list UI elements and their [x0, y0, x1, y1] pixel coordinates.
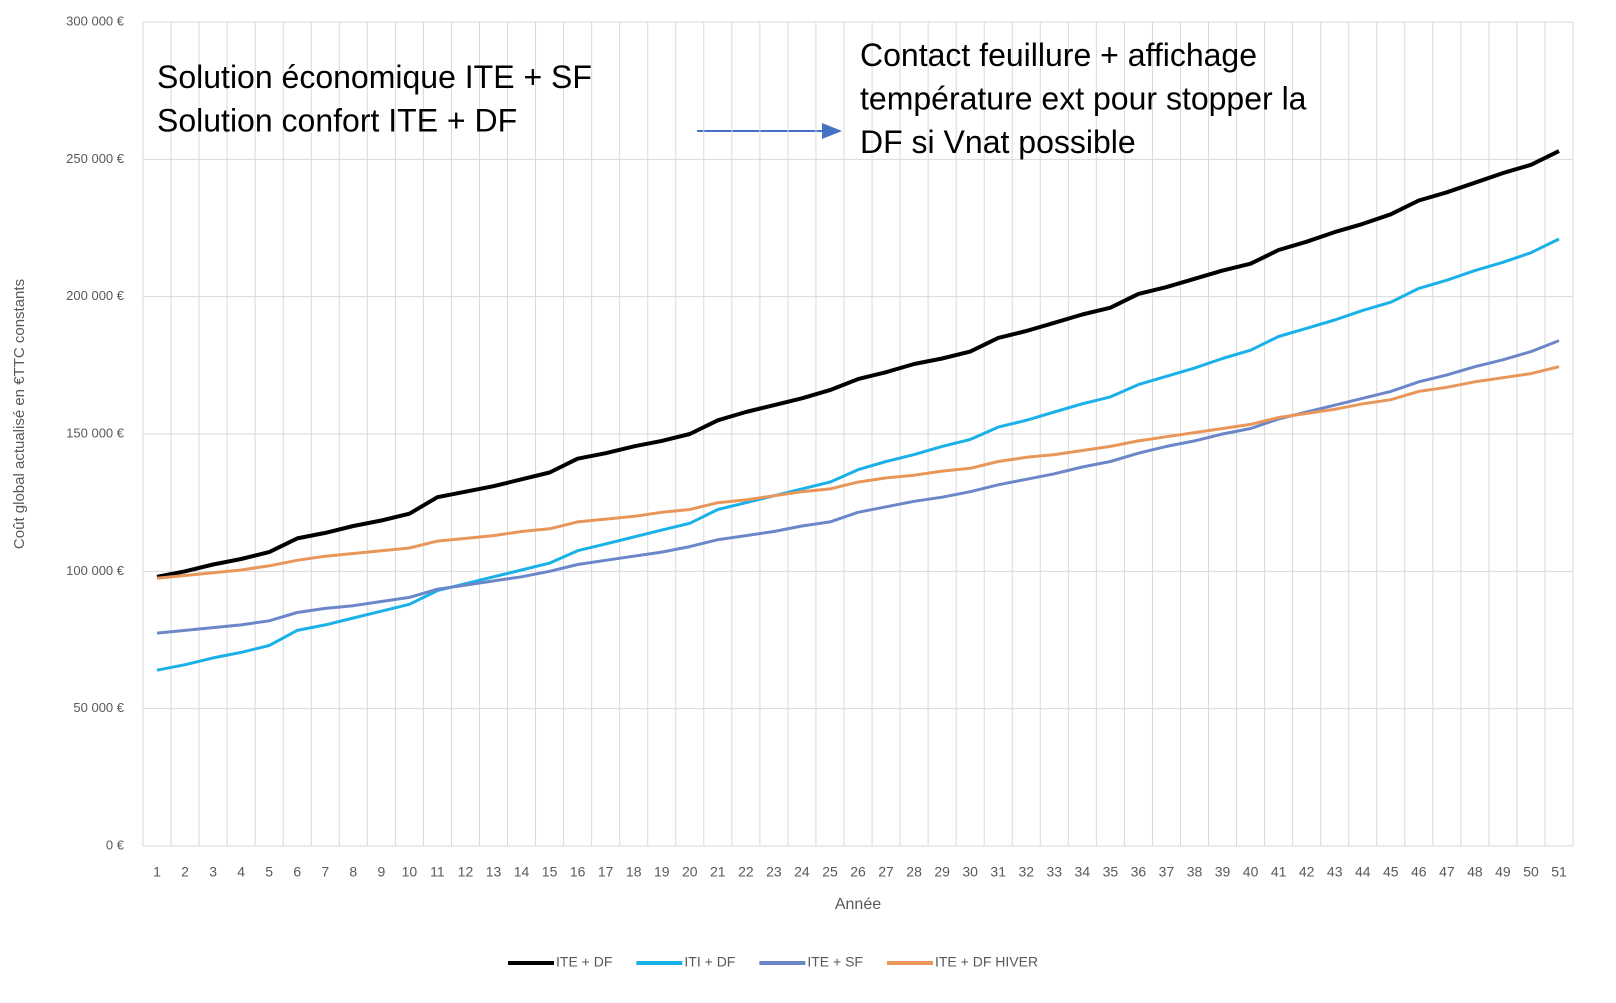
y-tick-label: 250 000 €	[66, 151, 125, 166]
x-tick-label: 48	[1467, 864, 1483, 880]
x-tick-label: 30	[962, 864, 978, 880]
x-tick-label: 21	[710, 864, 726, 880]
x-tick-label: 6	[293, 864, 301, 880]
x-tick-label: 49	[1495, 864, 1511, 880]
x-tick-label: 16	[570, 864, 586, 880]
y-tick-label: 100 000 €	[66, 563, 125, 578]
x-tick-label: 46	[1411, 864, 1427, 880]
x-tick-label: 47	[1439, 864, 1455, 880]
legend-label: ITE + DF	[556, 954, 612, 970]
x-tick-label: 41	[1271, 864, 1287, 880]
x-tick-label: 17	[598, 864, 614, 880]
x-tick-label: 13	[486, 864, 502, 880]
x-tick-label: 22	[738, 864, 754, 880]
x-tick-label: 5	[265, 864, 273, 880]
annotation: Contact feuillure + affichage	[860, 37, 1257, 73]
y-tick-label: 50 000 €	[73, 700, 124, 715]
x-tick-label: 28	[906, 864, 922, 880]
series-line	[156, 149, 1560, 579]
annotation: DF si Vnat possible	[860, 124, 1136, 160]
x-tick-label: 27	[878, 864, 894, 880]
x-tick-label: 19	[654, 864, 670, 880]
x-tick-label: 35	[1103, 864, 1119, 880]
series-line	[156, 365, 1560, 580]
x-tick-label: 25	[822, 864, 838, 880]
series-line	[156, 237, 1560, 672]
x-tick-label: 51	[1551, 864, 1567, 880]
x-tick-label: 34	[1075, 864, 1091, 880]
x-tick-label: 7	[321, 864, 329, 880]
x-tick-label: 14	[514, 864, 530, 880]
y-tick-label: 150 000 €	[66, 425, 125, 440]
x-tick-label: 9	[377, 864, 385, 880]
x-tick-label: 20	[682, 864, 698, 880]
x-tick-label: 43	[1327, 864, 1343, 880]
legend-label: ITI + DF	[684, 954, 735, 970]
legend-label: ITE + SF	[807, 954, 863, 970]
x-tick-label: 10	[402, 864, 418, 880]
x-tick-label: 26	[850, 864, 866, 880]
y-tick-label: 200 000 €	[66, 288, 125, 303]
x-tick-label: 32	[1018, 864, 1034, 880]
x-tick-label: 1	[153, 864, 161, 880]
x-tick-label: 3	[209, 864, 217, 880]
x-tick-label: 15	[542, 864, 558, 880]
x-tick-label: 50	[1523, 864, 1539, 880]
x-tick-label: 37	[1159, 864, 1175, 880]
x-tick-label: 38	[1187, 864, 1203, 880]
x-tick-label: 11	[430, 864, 445, 880]
annotation: Solution confort ITE + DF	[157, 103, 517, 139]
y-axis-label: Coût global actualisé en €TTC constants	[11, 279, 28, 549]
x-tick-label: 40	[1243, 864, 1259, 880]
x-tick-label: 23	[766, 864, 782, 880]
x-tick-label: 45	[1383, 864, 1399, 880]
annotation: température ext pour stopper la	[860, 81, 1307, 117]
x-tick-label: 36	[1131, 864, 1147, 880]
legend-label: ITE + DF HIVER	[935, 954, 1038, 970]
x-tick-label: 2	[181, 864, 189, 880]
x-tick-label: 24	[794, 864, 810, 880]
annotation: Solution économique ITE + SF	[157, 59, 592, 95]
x-tick-label: 8	[349, 864, 357, 880]
series-line	[156, 339, 1560, 635]
x-tick-label: 39	[1215, 864, 1231, 880]
x-tick-label: 42	[1299, 864, 1315, 880]
x-tick-label: 18	[626, 864, 642, 880]
x-tick-label: 29	[934, 864, 950, 880]
x-axis-label: Année	[835, 896, 881, 913]
x-tick-label: 33	[1047, 864, 1063, 880]
x-tick-label: 4	[237, 864, 245, 880]
x-tick-label: 12	[458, 864, 474, 880]
y-tick-label: 300 000 €	[66, 13, 125, 28]
x-tick-label: 31	[990, 864, 1006, 880]
y-tick-label: 0 €	[106, 837, 125, 852]
x-tick-label: 44	[1355, 864, 1371, 880]
